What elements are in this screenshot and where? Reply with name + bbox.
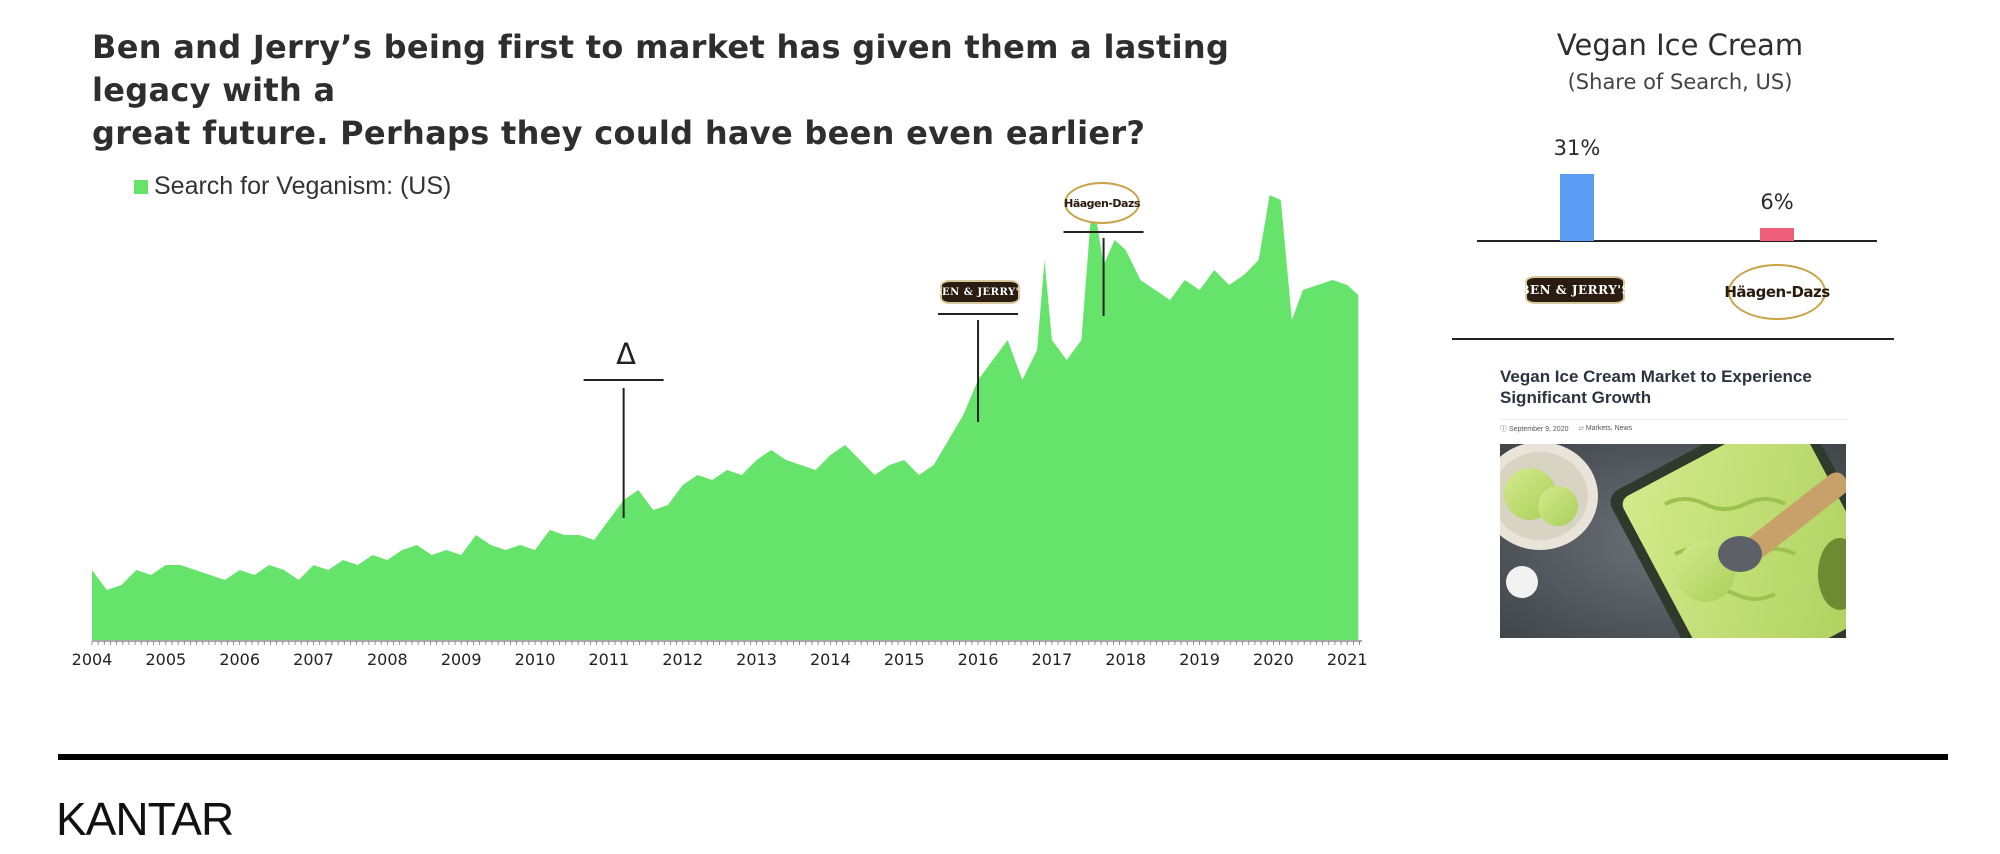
x-tick-label: 2019 <box>1179 650 1220 669</box>
ben-and-jerrys-logo-category: BEN & JERRY'S <box>1519 276 1630 304</box>
kantar-logo: KANTAR <box>56 793 234 845</box>
article-meta: ⓘ September 9, 2020 ▱ Markets, News <box>1500 419 1846 434</box>
x-tick-label: 2005 <box>145 650 186 669</box>
vegan-ice-cream-photo <box>1500 444 1846 638</box>
haagen-dazs-logo-annotation: Häagen-Dazs <box>1064 182 1140 224</box>
bar-chart-title: Vegan Ice Cream <box>1556 28 1804 62</box>
x-tick-label: 2017 <box>1032 650 1073 669</box>
bar-value-label-ben-jerrys: 31% <box>1553 136 1601 160</box>
x-tick-labels: 2004 2005 2006 2007 2008 2009 2010 2011 2012 2013… <box>72 650 1368 669</box>
article-date: ⓘ September 9, 2020 <box>1500 426 1569 433</box>
bar-0 <box>1560 174 1594 241</box>
ben-and-jerrys-logo-annotation: BEN & JERRY'S <box>933 280 1026 304</box>
x-tick-label: 2013 <box>736 650 777 669</box>
bar-chart-layer <box>1477 174 1877 242</box>
section-divider <box>1452 338 1894 340</box>
x-tick-label: 2021 <box>1327 650 1368 669</box>
x-tick-label: 2009 <box>441 650 482 669</box>
haagen-dazs-logo-category: Häagen-Dazs <box>1724 264 1830 320</box>
area-layer <box>92 195 1359 640</box>
bar-1 <box>1760 228 1794 241</box>
headline: Ben and Jerry’s being first to market ha… <box>92 26 1332 155</box>
x-tick-label: 2006 <box>219 650 260 669</box>
delta-annotation: Δ <box>616 337 636 371</box>
bar-chart-subtitle: (Share of Search, US) <box>1567 70 1793 94</box>
chart-legend: Search for Veganism: (US) <box>134 172 451 201</box>
bar-value-label-haagen-dazs: 6% <box>1760 190 1794 214</box>
headline-line-2: great future. Perhaps they could have be… <box>92 114 1146 152</box>
veganism-search-area <box>92 195 1359 640</box>
x-tick-label: 2004 <box>72 650 113 669</box>
x-tick-label: 2020 <box>1253 650 1294 669</box>
x-tick-label: 2010 <box>515 650 556 669</box>
article-title[interactable]: Vegan Ice Cream Market to Experience Sig… <box>1500 367 1812 407</box>
x-tick-label: 2018 <box>1105 650 1146 669</box>
article-categories[interactable]: ▱ Markets, News <box>1578 425 1633 432</box>
legend-label: Search for Veganism: (US) <box>154 172 452 200</box>
x-tick-label: 2016 <box>958 650 999 669</box>
tick-layer <box>91 640 1362 645</box>
footer-rule <box>58 754 1948 760</box>
x-tick-label: 2011 <box>589 650 630 669</box>
legend-swatch <box>134 179 148 194</box>
x-tick-label: 2014 <box>810 650 851 669</box>
x-tick-label: 2015 <box>884 650 925 669</box>
headline-line-1: Ben and Jerry’s being first to market ha… <box>92 28 1230 109</box>
x-tick-label: 2012 <box>662 650 703 669</box>
news-article-card[interactable]: Vegan Ice Cream Market to Experience Sig… <box>1500 366 1846 434</box>
x-tick-label: 2007 <box>293 650 334 669</box>
annotation-layer <box>583 231 1144 518</box>
x-tick-label: 2008 <box>367 650 408 669</box>
